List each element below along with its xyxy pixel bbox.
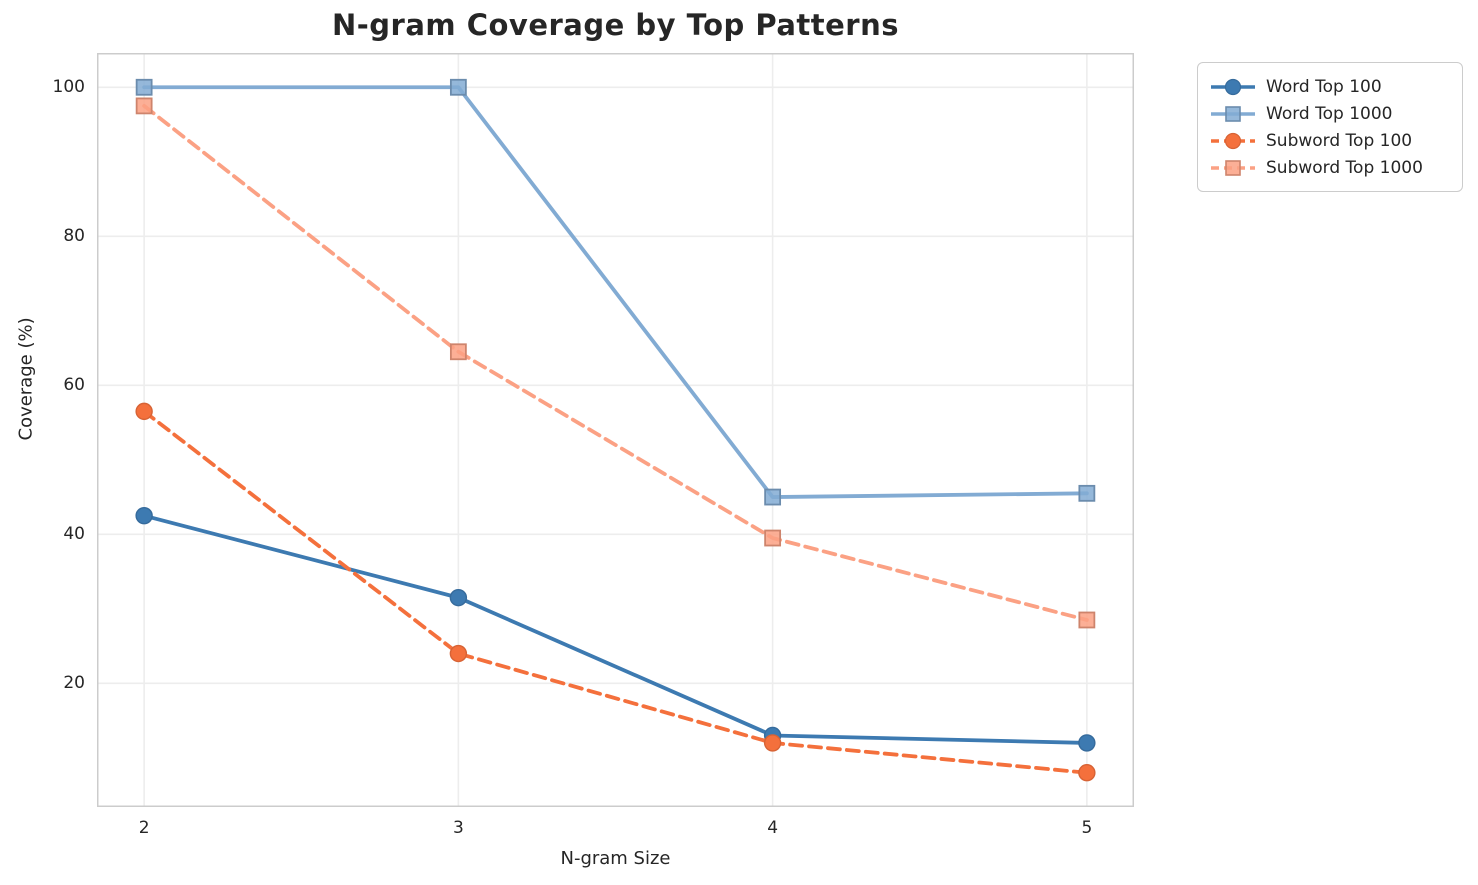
marker-word-top-1000 bbox=[764, 488, 782, 506]
y-tick-label-80: 80 bbox=[63, 226, 85, 247]
plot-svg bbox=[97, 53, 1134, 807]
marker-subword-top-1000 bbox=[764, 529, 782, 547]
marker-subword-top-1000 bbox=[135, 97, 153, 115]
marker-word-top-1000 bbox=[1078, 484, 1096, 502]
marker-word-top-100 bbox=[135, 506, 153, 525]
x-tick-label-3: 3 bbox=[452, 818, 464, 838]
marker-subword-top-100 bbox=[1078, 764, 1096, 782]
legend-swatch-word-top-100 bbox=[1211, 78, 1255, 95]
legend-marker bbox=[1224, 132, 1242, 149]
legend-marker bbox=[1225, 159, 1241, 176]
marker-subword-top-100 bbox=[449, 644, 468, 663]
y-tick-label-20: 20 bbox=[63, 673, 85, 694]
legend-item-word-top-1000: Word Top 1000 bbox=[1210, 100, 1450, 127]
marker-word-top-100 bbox=[449, 588, 468, 607]
legend-swatch-word-top-1000 bbox=[1211, 105, 1255, 122]
plot-area bbox=[97, 53, 1134, 807]
marker-subword-top-1000 bbox=[449, 343, 467, 361]
x-tick-label-5: 5 bbox=[1081, 818, 1093, 838]
legend-item-subword-top-1000: Subword Top 1000 bbox=[1210, 154, 1450, 181]
marker-subword-top-100 bbox=[763, 734, 782, 752]
marker-word-top-1000 bbox=[135, 78, 153, 96]
legend-swatch-subword-top-1000 bbox=[1211, 159, 1255, 176]
marker-subword-top-100 bbox=[135, 402, 153, 421]
chart-title: N-gram Coverage by Top Patterns bbox=[331, 8, 900, 42]
x-axis-title: N-gram Size bbox=[560, 848, 671, 869]
series-line-subword-top-1000 bbox=[142, 103, 1089, 622]
x-tick-label-4: 4 bbox=[767, 818, 779, 838]
legend-label: Word Top 1000 bbox=[1266, 103, 1393, 124]
plot-spines bbox=[97, 53, 1134, 807]
legend: Word Top 100 Word Top 1000 Subword Top 100… bbox=[1197, 62, 1463, 192]
legend-marker bbox=[1224, 78, 1242, 95]
legend-item-subword-top-100: Subword Top 100 bbox=[1210, 127, 1450, 154]
y-tick-label-40: 40 bbox=[63, 524, 85, 545]
series-line-subword-top-100 bbox=[142, 409, 1089, 775]
y-axis-title: Coverage (%) bbox=[15, 317, 37, 441]
marker-subword-top-1000 bbox=[1078, 611, 1096, 629]
legend-label: Word Top 100 bbox=[1266, 76, 1382, 97]
y-tick-label-100: 100 bbox=[52, 77, 85, 98]
legend-label: Subword Top 100 bbox=[1266, 130, 1413, 151]
series-line-word-top-100 bbox=[142, 513, 1089, 745]
y-tick-label-60: 60 bbox=[63, 375, 85, 396]
legend-label: Subword Top 1000 bbox=[1266, 157, 1423, 178]
legend-swatch-subword-top-100 bbox=[1211, 132, 1255, 149]
legend-marker bbox=[1225, 105, 1241, 122]
marker-word-top-1000 bbox=[449, 78, 467, 96]
marker-word-top-100 bbox=[1078, 734, 1096, 752]
x-tick-label-2: 2 bbox=[138, 818, 150, 838]
series-line-word-top-1000 bbox=[142, 85, 1089, 499]
legend-item-word-top-100: Word Top 100 bbox=[1210, 73, 1450, 100]
